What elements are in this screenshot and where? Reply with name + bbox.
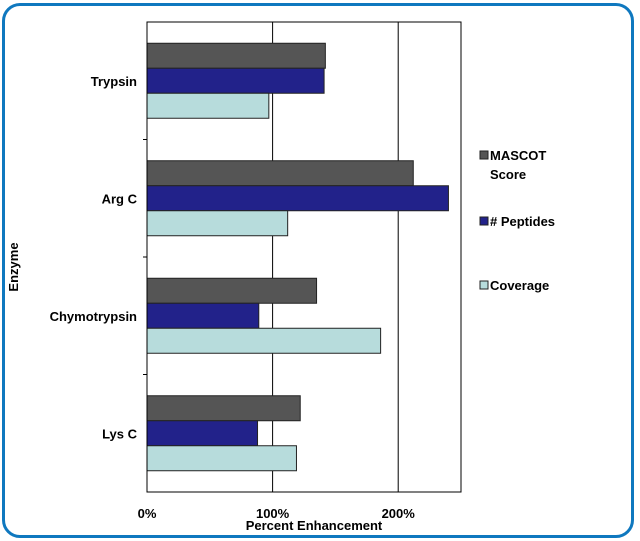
- category-labels: Trypsin Arg C Chymotrypsin Lys C: [50, 74, 138, 442]
- y-axis-title: Enzyme: [6, 242, 21, 291]
- bar-trypsin-1: [146, 67, 325, 94]
- legend-swatch: [479, 150, 489, 160]
- legend-label: # Peptides: [490, 214, 555, 229]
- legend-label: Score: [490, 167, 526, 182]
- bar-trypsin-2: [146, 92, 270, 119]
- bar-lys-c-1: [146, 420, 259, 447]
- category-label: Arg C: [102, 191, 138, 206]
- category-label: Trypsin: [91, 74, 137, 89]
- x-axis-title: Percent Enhancement: [246, 518, 383, 533]
- bar-chymotrypsin-1: [146, 302, 260, 329]
- legend-swatch: [479, 216, 489, 226]
- bar-arg-c-1: [146, 185, 449, 212]
- legend-swatch: [479, 280, 489, 290]
- x-tick-label: 0%: [138, 506, 157, 521]
- x-tick-label: 100%: [256, 506, 290, 521]
- bar-lys-c-2: [146, 445, 297, 472]
- bar-chymotrypsin-0: [146, 277, 318, 304]
- x-tick-label: 200%: [382, 506, 416, 521]
- bars: [146, 42, 449, 472]
- bar-arg-c-0: [146, 160, 414, 187]
- bar-chymotrypsin-2: [146, 327, 382, 354]
- category-label: Lys C: [102, 426, 138, 441]
- bar-trypsin-0: [146, 42, 326, 69]
- legend: MASCOT Score # Peptides Coverage: [479, 148, 555, 293]
- plot-area: [146, 21, 462, 493]
- tick-labels: 0% 100% 200%: [138, 506, 416, 521]
- bar-arg-c-2: [146, 210, 289, 237]
- bar-lys-c-0: [146, 395, 301, 422]
- category-label: Chymotrypsin: [50, 309, 137, 324]
- legend-label: Coverage: [490, 278, 549, 293]
- legend-label: MASCOT: [490, 148, 546, 163]
